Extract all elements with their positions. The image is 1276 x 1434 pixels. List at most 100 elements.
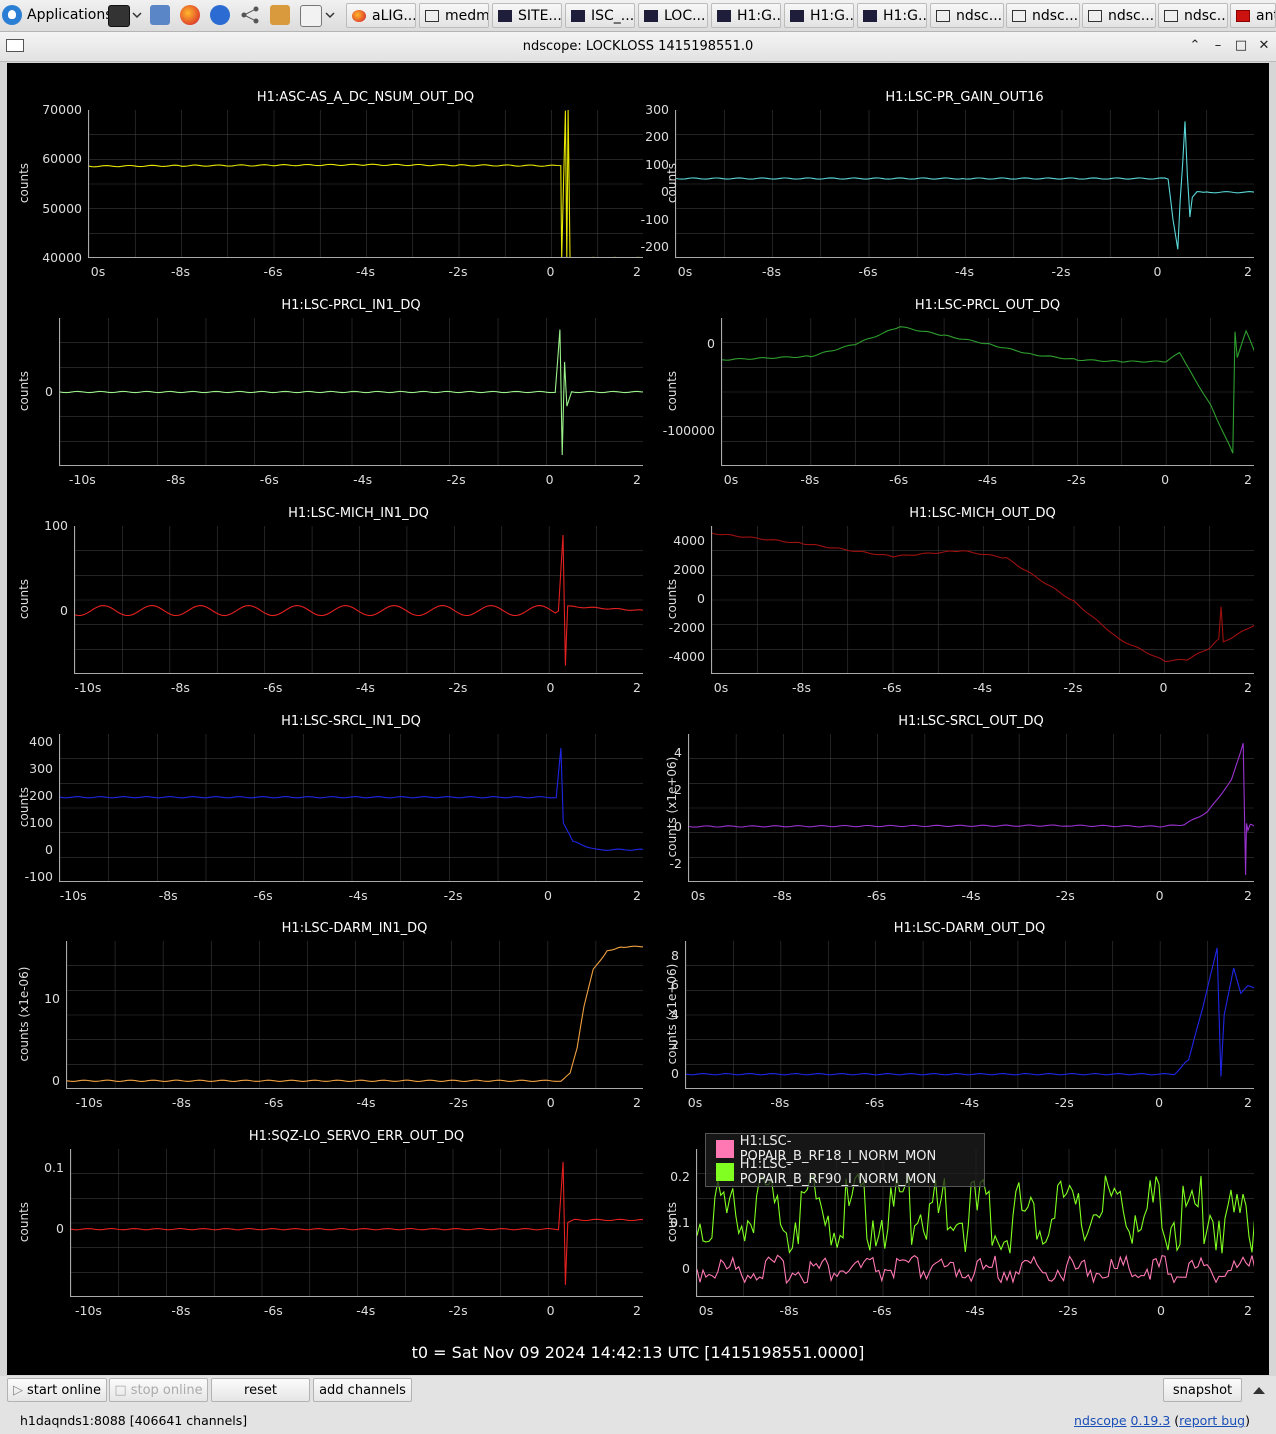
x-tick-label: 0: [546, 264, 555, 279]
x-tick-label: 0: [1155, 888, 1164, 903]
chart-panel[interactable]: H1:LSC-PRCL_OUT_DQ 0 -100000 0s -8s -6s -4s -2s…: [647, 298, 1269, 496]
chart-title: H1:SQZ-LO_SERVO_ERR_OUT_DQ: [248, 1129, 465, 1144]
firefox-icon: [352, 9, 366, 22]
x-tick-label: 0: [546, 1095, 555, 1110]
y-tick-label: 0: [671, 1066, 679, 1082]
chart-panel[interactable]: H1:ASC-AS_A_DC_NSUM_OUT_DQ 70000 60000 5000…: [7, 90, 647, 288]
x-tick-label: -10s: [75, 1303, 102, 1318]
x-tick-label: -4s: [356, 1095, 376, 1110]
start-online-button[interactable]: ▷ start online: [7, 1378, 107, 1402]
chevron-down-icon[interactable]: [325, 5, 335, 25]
close-icon[interactable]: ✕: [1258, 38, 1270, 53]
x-tick-label: -8s: [166, 472, 186, 487]
y-tick-label: -2: [669, 855, 682, 871]
stop-online-button[interactable]: □ stop online: [109, 1378, 208, 1402]
chart-panel[interactable]: H1:LSC-PR_GAIN_OUT16 300 200 100 0 -100 -200 0s…: [641, 90, 1269, 288]
y-axis-label: counts: [665, 1201, 679, 1243]
x-tick-label: 0s: [687, 1095, 703, 1110]
ndscope-link[interactable]: ndscope: [1074, 1413, 1127, 1428]
plot-canvas[interactable]: [74, 526, 643, 674]
y-tick-label: 10: [44, 990, 60, 1006]
x-tick-label: -6s: [882, 680, 902, 695]
chart-panel[interactable]: H1:LSC-MICH_OUT_DQ 4000 2000 0 -2000 -4000 0s -…: [647, 506, 1269, 704]
x-tick-label: -6s: [858, 264, 878, 279]
taskbar-item[interactable]: ndsc...: [1158, 3, 1228, 28]
plot-canvas[interactable]: [66, 941, 643, 1089]
plot-canvas[interactable]: [88, 110, 643, 258]
y-tick-label: 0.1: [44, 1159, 64, 1175]
chromium-launcher-icon[interactable]: [210, 5, 230, 25]
chart-panel[interactable]: H1:LSC-SRCL_IN1_DQ 400 300 200 100 0 -100 -10s -…: [7, 714, 647, 912]
taskbar-item[interactable]: LOC...: [638, 3, 708, 28]
taskbar-item-label: ndsc...: [1108, 7, 1155, 24]
taskbar-item[interactable]: aLIG...: [346, 3, 416, 28]
report-bug-link[interactable]: report bug: [1179, 1413, 1246, 1428]
taskbar-item[interactable]: H1:G...: [784, 3, 854, 28]
stop-online-label: stop online: [130, 1382, 203, 1398]
taskbar-item[interactable]: H1:G...: [711, 3, 781, 28]
taskbar-item[interactable]: ndsc...: [1082, 3, 1156, 28]
text-editor-launcher-icon[interactable]: [300, 5, 322, 27]
x-tick-label: -2s: [1051, 264, 1071, 279]
taskbar-item[interactable]: ant: [1230, 3, 1276, 28]
plot-canvas[interactable]: [59, 734, 643, 882]
plot-canvas[interactable]: [70, 1149, 643, 1297]
chart-panel[interactable]: H1:LSC-SRCL_OUT_DQ 4 2 0 -2 0s -8s -6s -4s -2s 0 2 c…: [647, 714, 1269, 912]
chevron-down-icon[interactable]: [132, 5, 142, 25]
x-tick-label: -8s: [171, 1303, 191, 1318]
x-tick-label: -6s: [889, 472, 909, 487]
chart-panel[interactable]: H1:LSC-MICH_IN1_DQ 100 0 -10s -8s -6s -4s -2s 0 2…: [7, 506, 647, 704]
applications-menu-button[interactable]: Applications: [2, 3, 113, 27]
chart-panel[interactable]: H1:LSC-PRCL_IN1_DQ 0 -10s -8s -6s -4s -2s 0 2 cou…: [7, 298, 647, 496]
version-link[interactable]: 0.19.3: [1130, 1413, 1171, 1428]
chart-panel[interactable]: H1:LSC-DARM_IN1_DQ 10 0 -10s -8s -6s -4s -2s 0 2 c…: [7, 921, 647, 1119]
x-tick-label: -8s: [171, 1095, 191, 1110]
taskbar-item[interactable]: SITE...: [492, 3, 562, 28]
minimize-icon[interactable]: –: [1214, 38, 1222, 53]
firefox-launcher-icon[interactable]: [180, 5, 200, 25]
taskbar-item[interactable]: ISC_...: [565, 3, 635, 28]
x-tick-label: -6s: [872, 1303, 892, 1318]
taskbar-item[interactable]: ndsc...: [930, 3, 1004, 28]
reset-button[interactable]: reset: [211, 1378, 310, 1402]
chart-panel[interactable]: H1:SQZ-LO_SERVO_ERR_OUT_DQ 0.1 0 -10s -8s -6s…: [7, 1129, 647, 1327]
x-tick-label: -4s: [356, 264, 375, 279]
taskbar-item[interactable]: medm: [419, 3, 489, 28]
terminal-launcher-icon[interactable]: [108, 5, 130, 27]
snapshot-button[interactable]: snapshot: [1163, 1378, 1242, 1402]
series-line: [676, 121, 1254, 250]
plot-canvas[interactable]: [685, 941, 1254, 1089]
y-tick-label: 100: [44, 518, 68, 533]
x-tick-label: -8s: [770, 1095, 790, 1110]
chart-panel[interactable]: H1:LSC-DARM_OUT_DQ 8 6 4 2 0 0s -8s -6s -4s -2s 0 2 c…: [647, 921, 1269, 1119]
shade-icon[interactable]: ⌃: [1189, 38, 1201, 53]
users-launcher-icon[interactable]: [270, 5, 290, 25]
y-tick-label: -100: [640, 211, 669, 227]
window-titlebar[interactable]: ndscope: LOCKLOSS 1415198551.0 ⌃ – □ ✕: [0, 32, 1276, 62]
y-axis-label: counts: [17, 786, 31, 828]
y-tick-label: 8: [671, 947, 679, 963]
add-channels-button[interactable]: add channels: [313, 1378, 412, 1402]
taskbar-item[interactable]: ndsc...: [1006, 3, 1080, 28]
plot-canvas[interactable]: [59, 318, 643, 466]
file-manager-launcher-icon[interactable]: [150, 5, 170, 25]
plot-canvas[interactable]: [721, 318, 1254, 466]
pdf-icon: [1236, 9, 1250, 22]
chart-title: H1:LSC-SRCL_IN1_DQ: [281, 714, 421, 729]
plot-canvas[interactable]: [675, 110, 1254, 258]
x-tick-label: 0: [546, 680, 555, 695]
taskbar-item[interactable]: H1:G...: [857, 3, 927, 28]
y-tick-label: 100: [645, 156, 669, 172]
plot-canvas[interactable]: [711, 526, 1254, 674]
y-axis-label: counts: [665, 162, 679, 204]
expand-up-icon[interactable]: [1248, 1378, 1270, 1402]
plot-canvas[interactable]: [688, 734, 1254, 882]
x-tick-label: 0: [1155, 1095, 1164, 1110]
taskbar-item-label: LOC...: [664, 7, 706, 24]
x-tick-label: -8s: [779, 1303, 799, 1318]
y-tick-label: 4: [674, 744, 682, 760]
share-launcher-icon[interactable]: [240, 5, 260, 25]
window-menu-icon[interactable]: [6, 39, 24, 52]
y-tick-label: 200: [29, 787, 53, 803]
maximize-icon[interactable]: □: [1234, 38, 1248, 53]
